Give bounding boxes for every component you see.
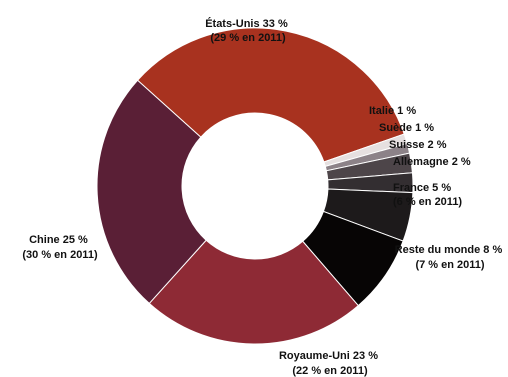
label-royaume-uni-line1: Royaume-Uni 23 % — [279, 350, 381, 362]
label-royaume-uni-note: (22 % en 2011) — [292, 365, 368, 377]
label-royaume-uni: Royaume-Uni 23 % (22 % en 2011) — [279, 350, 381, 377]
label-france-note: (6 % en 2011) — [393, 196, 462, 208]
label-italie: Italie 1 % — [369, 105, 416, 117]
donut-slices — [96, 27, 414, 345]
label-reste-note: (7 % en 2011) — [415, 259, 484, 271]
label-chine-line1: Chine 25 % — [29, 234, 91, 246]
label-reste-du-monde: Reste du monde 8 % (7 % en 2011) — [395, 244, 506, 271]
slice-chine — [96, 79, 207, 305]
slice-etats-unis — [136, 27, 405, 163]
slice-royaume-uni — [148, 239, 359, 345]
label-france: France 5 % (6 % en 2011) — [393, 182, 462, 208]
label-chine: Chine 25 % (30 % en 2011) — [22, 234, 98, 261]
label-france-line1: France 5 % — [393, 182, 454, 194]
label-etats-unis-line1: États-Unis 33 % — [205, 17, 291, 30]
label-etats-unis-note: (29 % en 2011) — [210, 32, 286, 44]
label-allemagne: Allemagne 2 % — [393, 156, 471, 168]
label-suede: Suède 1 % — [379, 122, 434, 134]
label-reste-line1: Reste du monde 8 % — [395, 244, 506, 256]
label-suisse: Suisse 2 % — [389, 139, 447, 151]
label-etats-unis: États-Unis 33 % (29 % en 2011) — [205, 17, 291, 44]
label-chine-note: (30 % en 2011) — [22, 249, 98, 261]
